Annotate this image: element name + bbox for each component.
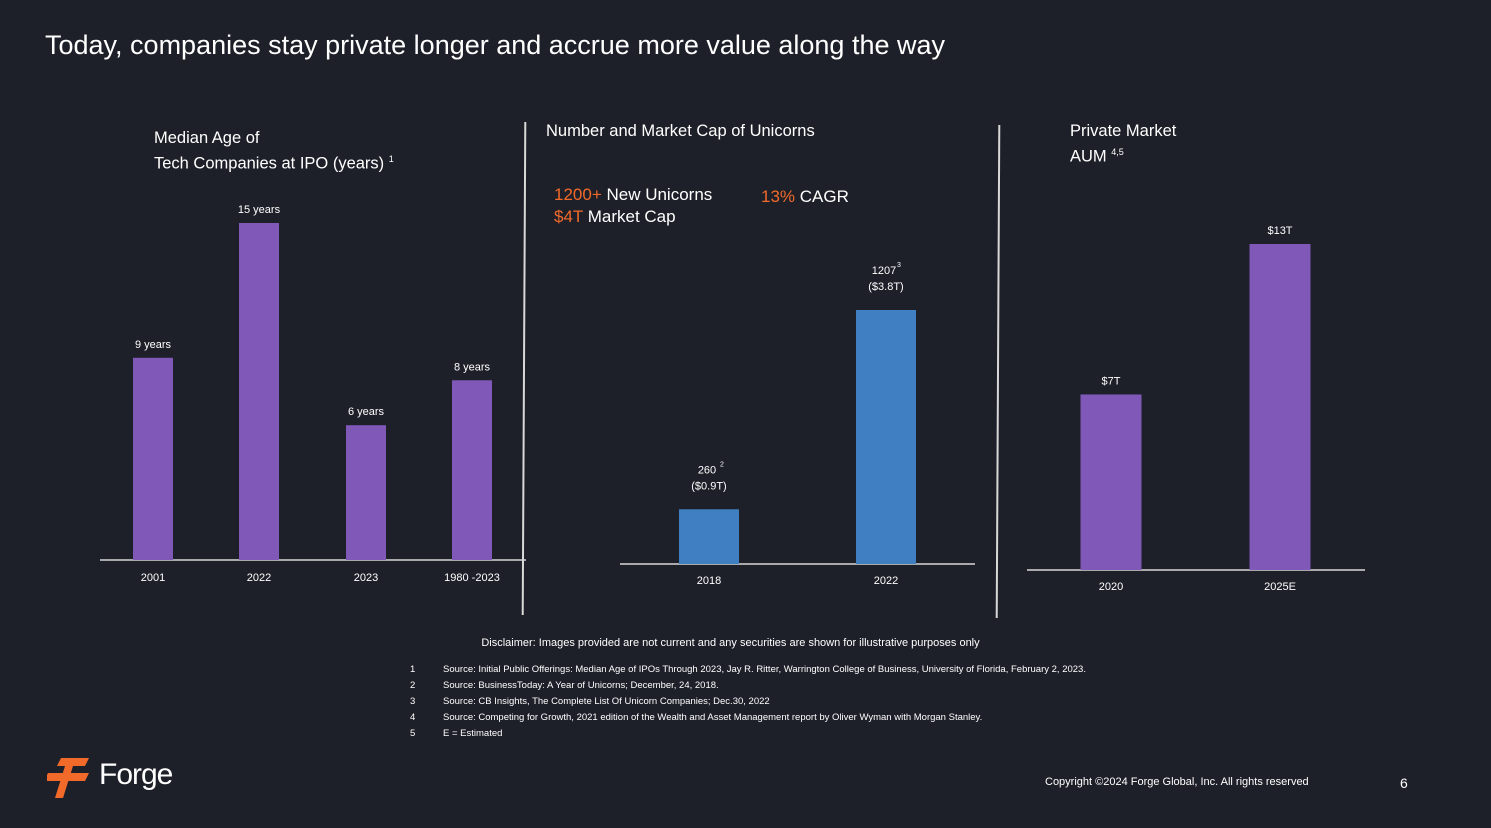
x-tick-label: 2001 [141, 572, 165, 584]
cagr-highlight: 13% CAGR [761, 187, 849, 207]
market-cap-value: $4T [554, 207, 583, 226]
median-age-panel-title: Median Age of Tech Companies at IPO (yea… [154, 128, 394, 175]
footnote-number: 5 [410, 728, 416, 739]
x-tick-label: 2023 [354, 572, 378, 584]
new-unicorns-value: 1200+ [554, 185, 602, 204]
footnote-row: 4 Source: Competing for Growth, 2021 edit… [410, 712, 982, 723]
data-label-footnote: 3 [897, 262, 901, 269]
new-unicorns-text: New Unicorns [601, 185, 713, 204]
footnote-text: Source: Initial Public Offerings: Median… [443, 664, 1086, 675]
x-tick-label: 2025E [1264, 581, 1296, 593]
page-number: 6 [1400, 775, 1408, 791]
footnote-row: 3 Source: CB Insights, The Complete List … [410, 696, 770, 707]
x-tick-label: 2022 [874, 575, 898, 587]
median-age-title-footnote: 1 [388, 154, 394, 164]
median-age-title-line2: Tech Companies at IPO (years) [154, 154, 385, 173]
data-label: 9 years [135, 339, 172, 351]
aum-title-footnote: 4,5 [1111, 147, 1124, 157]
bar [452, 380, 492, 560]
copyright-text: Copyright ©2024 Forge Global, Inc. All r… [1045, 776, 1309, 788]
data-label: 8 years [454, 361, 491, 373]
forge-logo-icon [47, 758, 89, 798]
data-label-footnote: 2 [720, 461, 724, 468]
page-title: Today, companies stay private longer and… [45, 30, 946, 60]
footnote-text: Source: Competing for Growth, 2021 editi… [443, 712, 983, 723]
footnote-row: 5 E = Estimated [410, 728, 502, 739]
median-age-title-line1: Median Age of [154, 129, 260, 147]
aum-panel-title: Private Market AUM 4,5 [1070, 121, 1176, 168]
data-label-sub: ($3.8T) [868, 281, 903, 293]
footnote-number: 2 [410, 680, 416, 691]
brand-name: Forge [99, 758, 173, 791]
market-cap-text: Market Cap [583, 207, 676, 226]
data-label: 15 years [238, 204, 281, 216]
footnote-row: 2 Source: BusinessToday: A Year of Unicor… [410, 680, 719, 691]
bar [1249, 244, 1311, 570]
x-tick-label: 2018 [697, 575, 721, 587]
x-tick-label: 2022 [247, 572, 271, 584]
bar [133, 357, 173, 560]
cagr-text: CAGR [795, 187, 849, 206]
bar [856, 310, 916, 564]
bar [239, 223, 279, 560]
footnote-row: 1 Source: Initial Public Offerings: Media… [410, 664, 1086, 675]
aum-title-line2: AUM [1070, 147, 1107, 166]
bar [346, 425, 386, 560]
footnote-number: 4 [410, 712, 416, 723]
data-label: 1207 [872, 265, 896, 277]
x-tick-label: 2020 [1099, 581, 1123, 593]
data-label-sub: ($0.9T) [691, 480, 726, 492]
aum-title-line1: Private Market [1070, 122, 1177, 140]
bar [1080, 394, 1142, 570]
x-tick-label: 1980 -2023 [444, 572, 500, 584]
footnote-text: E = Estimated [443, 728, 503, 739]
disclaimer-text: Disclaimer: Images provided are not curr… [481, 637, 980, 649]
market-cap-highlight: $4T Market Cap [554, 207, 676, 227]
cagr-value: 13% [761, 187, 796, 206]
new-unicorns-highlight: 1200+ New Unicorns [554, 185, 712, 205]
bar [679, 509, 739, 564]
data-label: 260 [698, 464, 716, 476]
footnote-text: Source: BusinessToday: A Year of Unicorn… [443, 680, 719, 691]
unicorns-panel-title: Number and Market Cap of Unicorns [546, 122, 815, 140]
data-label: $13T [1267, 225, 1292, 237]
footnote-number: 3 [410, 696, 416, 707]
data-label: $7T [1102, 375, 1121, 387]
footnote-number: 1 [410, 664, 416, 675]
data-label: 6 years [348, 406, 385, 418]
footnote-text: Source: CB Insights, The Complete List O… [443, 696, 770, 707]
